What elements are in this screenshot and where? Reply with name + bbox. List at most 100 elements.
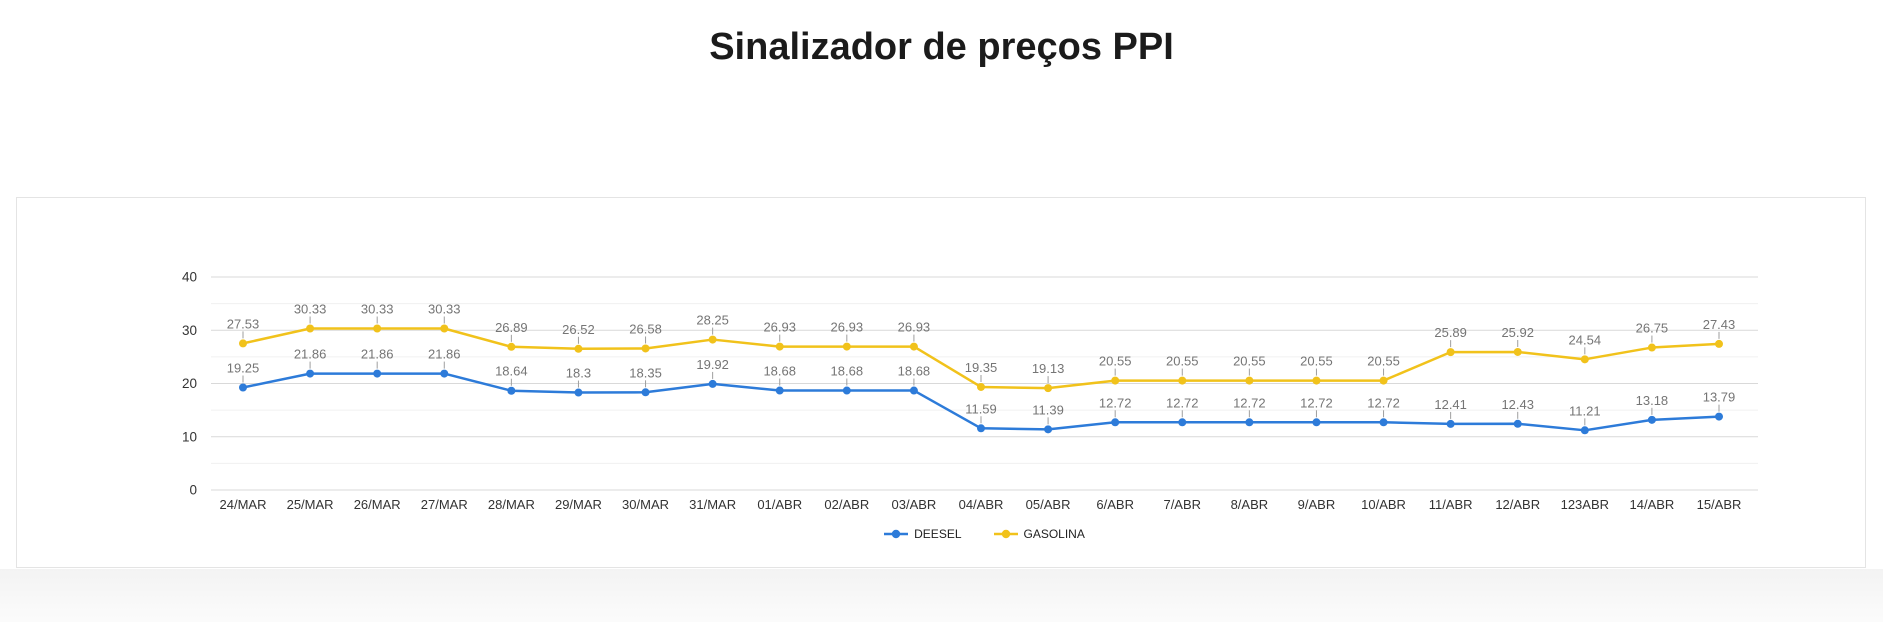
data-label: 13.18 (1636, 393, 1669, 408)
data-point-gasolina[interactable] (306, 324, 315, 333)
data-point-deesel[interactable] (1111, 418, 1120, 427)
data-point-gasolina[interactable] (440, 324, 449, 333)
data-label: 18.68 (763, 364, 796, 379)
data-point-deesel[interactable] (1513, 419, 1522, 428)
data-label: 12.43 (1501, 397, 1534, 412)
x-axis-tick-label: 04/ABR (959, 497, 1004, 512)
data-label: 12.41 (1434, 397, 1467, 412)
data-point-gasolina[interactable] (1245, 376, 1254, 385)
data-label: 20.55 (1233, 354, 1266, 369)
data-label: 18.3 (566, 366, 591, 381)
data-point-gasolina[interactable] (1446, 348, 1455, 357)
x-axis-tick-label: 7/ABR (1163, 497, 1201, 512)
data-point-gasolina[interactable] (1111, 376, 1120, 385)
legend-marker-dot (1001, 529, 1010, 539)
x-axis-tick-label: 29/MAR (555, 497, 602, 512)
data-point-deesel[interactable] (641, 388, 650, 397)
x-axis-tick-label: 10/ABR (1361, 497, 1406, 512)
data-point-gasolina[interactable] (373, 324, 382, 333)
data-point-gasolina[interactable] (239, 339, 247, 348)
y-axis-tick-label: 30 (182, 323, 197, 338)
x-axis-tick-label: 27/MAR (421, 497, 468, 512)
data-label: 27.53 (227, 316, 260, 331)
data-label: 20.55 (1166, 354, 1199, 369)
data-point-deesel[interactable] (440, 369, 449, 378)
data-point-deesel[interactable] (239, 383, 247, 392)
data-point-deesel[interactable] (306, 369, 315, 378)
data-point-deesel[interactable] (1044, 425, 1053, 434)
y-axis-tick-label: 10 (182, 429, 197, 444)
data-point-gasolina[interactable] (1312, 376, 1321, 385)
data-label: 27.43 (1703, 317, 1736, 332)
data-label: 21.86 (294, 347, 327, 362)
data-label: 30.33 (294, 301, 327, 316)
x-axis-tick-label: 12/ABR (1495, 497, 1540, 512)
data-point-gasolina[interactable] (1379, 376, 1388, 385)
y-axis-tick-label: 0 (189, 483, 197, 498)
data-label: 28.25 (696, 313, 729, 328)
data-point-deesel[interactable] (977, 424, 985, 433)
data-point-gasolina[interactable] (977, 382, 985, 391)
data-point-deesel[interactable] (1446, 419, 1455, 428)
x-axis-tick-label: 6/ABR (1096, 497, 1134, 512)
chart-legend: DEESEL GASOLINA (211, 527, 1758, 541)
data-point-gasolina[interactable] (1178, 376, 1187, 385)
data-label: 20.55 (1367, 354, 1400, 369)
data-label: 25.92 (1501, 325, 1534, 340)
data-point-deesel[interactable] (507, 386, 516, 395)
legend-label: GASOLINA (1023, 527, 1085, 541)
data-point-deesel[interactable] (1715, 412, 1723, 421)
data-point-gasolina[interactable] (1580, 355, 1589, 364)
data-point-gasolina[interactable] (842, 342, 851, 351)
data-point-deesel[interactable] (1312, 418, 1321, 427)
x-axis-tick-label: 05/ABR (1026, 497, 1071, 512)
data-point-gasolina[interactable] (909, 342, 918, 351)
data-label: 21.86 (428, 347, 461, 362)
data-label: 24.54 (1569, 332, 1602, 347)
legend-item-gasolina: GASOLINA (993, 527, 1085, 541)
data-point-gasolina[interactable] (1044, 384, 1053, 393)
x-axis-tick-label: 26/MAR (354, 497, 401, 512)
data-point-deesel[interactable] (1379, 418, 1388, 427)
x-axis-tick-label: 9/ABR (1298, 497, 1336, 512)
data-point-deesel[interactable] (373, 369, 382, 378)
data-point-gasolina[interactable] (641, 344, 650, 353)
data-label: 18.64 (495, 364, 528, 379)
data-label: 30.33 (361, 301, 394, 316)
data-point-deesel[interactable] (1647, 415, 1656, 424)
data-point-deesel[interactable] (1178, 418, 1187, 427)
data-label: 12.72 (1099, 395, 1132, 410)
x-axis-tick-label: 01/ABR (757, 497, 802, 512)
data-point-gasolina[interactable] (1647, 343, 1656, 352)
data-label: 18.68 (831, 364, 864, 379)
data-point-gasolina[interactable] (574, 344, 583, 353)
data-label: 20.55 (1099, 354, 1132, 369)
data-point-gasolina[interactable] (1513, 347, 1522, 356)
data-label: 26.93 (831, 320, 864, 335)
data-point-deesel[interactable] (909, 386, 918, 395)
data-label: 26.58 (629, 321, 662, 336)
data-point-gasolina[interactable] (708, 335, 717, 344)
data-point-gasolina[interactable] (1715, 339, 1723, 348)
data-label: 13.79 (1703, 390, 1736, 405)
data-point-deesel[interactable] (1245, 418, 1254, 427)
x-axis-tick-label: 14/ABR (1630, 497, 1675, 512)
x-axis-tick-label: 15/ABR (1697, 497, 1742, 512)
data-point-deesel[interactable] (775, 386, 784, 395)
x-axis-tick-label: 25/MAR (287, 497, 334, 512)
data-label: 12.72 (1166, 395, 1199, 410)
data-point-deesel[interactable] (1580, 426, 1589, 435)
data-point-deesel[interactable] (708, 379, 717, 388)
legend-marker-dot (891, 529, 901, 539)
data-label: 26.75 (1636, 321, 1669, 336)
data-point-gasolina[interactable] (775, 342, 784, 351)
x-axis-tick-label: 8/ABR (1231, 497, 1269, 512)
data-label: 21.86 (361, 347, 394, 362)
x-axis-tick-label: 03/ABR (892, 497, 937, 512)
page-background-lower (0, 569, 1883, 622)
data-point-deesel[interactable] (574, 388, 583, 397)
data-label: 26.52 (562, 322, 595, 337)
data-point-deesel[interactable] (842, 386, 851, 395)
data-point-gasolina[interactable] (507, 342, 516, 351)
data-label: 19.92 (696, 357, 729, 372)
